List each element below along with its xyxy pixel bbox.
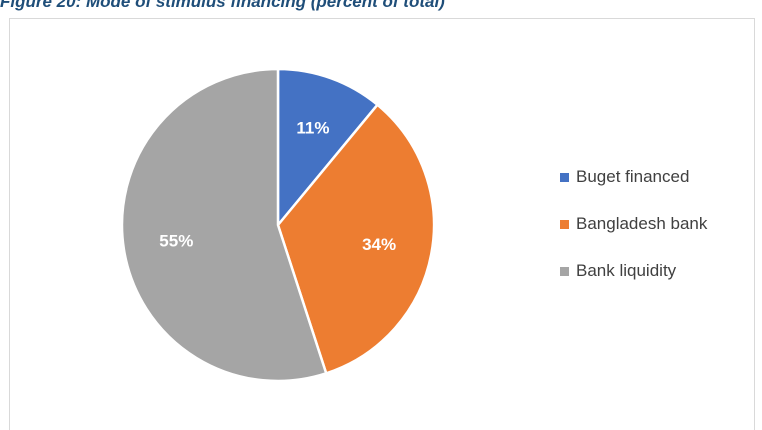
- legend-swatch: [560, 266, 569, 276]
- legend-item-bangladesh-bank: Bangladesh bank: [560, 213, 707, 235]
- legend-label: Bangladesh bank: [576, 214, 708, 233]
- data-label-buget-financed: 11%: [296, 119, 329, 138]
- pie-slice-bangladesh-bank: [276, 103, 436, 375]
- legend-swatch: [560, 172, 569, 182]
- legend-item-buget-financed: Buget financed: [560, 166, 707, 188]
- legend-label: Buget financed: [576, 167, 690, 186]
- data-label-bangladesh-bank: 34%: [362, 235, 396, 254]
- chart-area: [9, 18, 755, 430]
- legend-swatch: [560, 219, 569, 229]
- pie-slice-buget-financed: [276, 67, 379, 227]
- data-label-bank-liquidity: 55%: [159, 232, 193, 251]
- pie-slice-bank-liquidity: [120, 67, 328, 383]
- figure-caption: Figure 20: Mode of stimulus financing (p…: [0, 0, 445, 11]
- legend-label: Bank liquidity: [576, 261, 677, 280]
- legend-item-bank-liquidity: Bank liquidity: [560, 260, 707, 282]
- chart-legend: Buget financed Bangladesh bank Bank liquid…: [560, 166, 707, 307]
